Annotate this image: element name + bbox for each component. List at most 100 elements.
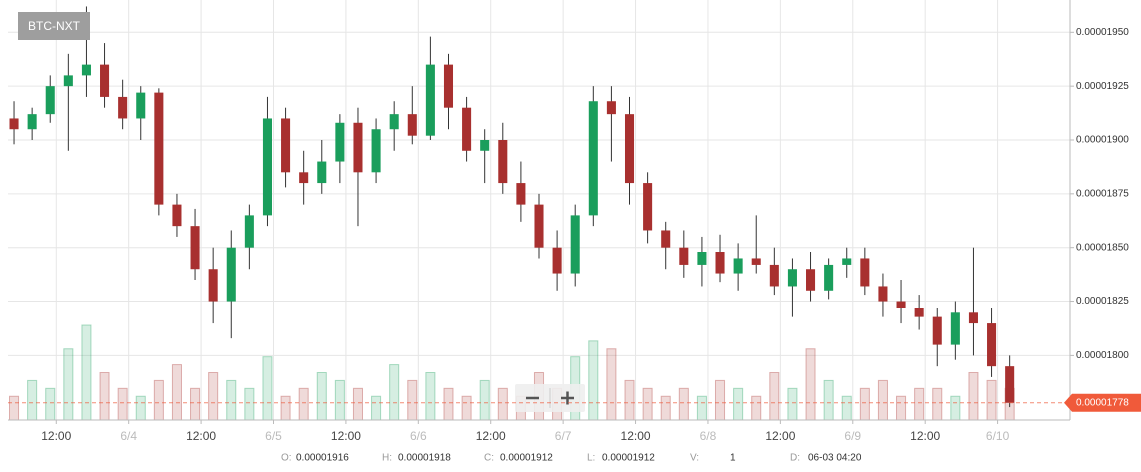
info-value: 0.00001912 [500, 453, 553, 464]
volume-bar [262, 356, 273, 421]
volume-bar [153, 379, 164, 421]
candle-body [606, 101, 616, 115]
candle-body [552, 247, 562, 274]
candle-body [172, 204, 182, 227]
volume-bar [950, 395, 961, 421]
candle-body [932, 316, 942, 345]
last-price-label: 0.00001778 [1076, 397, 1129, 408]
candle-body [896, 301, 906, 308]
volume-bar [479, 379, 490, 421]
candle-body [643, 183, 653, 231]
volume-bar [443, 387, 454, 421]
volume-bar [642, 387, 653, 421]
volume-bar [316, 372, 327, 421]
candle-body [498, 140, 508, 184]
candle-body [914, 308, 924, 317]
candle-body [27, 114, 37, 130]
x-tick-label: 6/10 [986, 429, 1010, 443]
volume-bar [986, 379, 997, 421]
volume-bar [171, 364, 182, 421]
volume-bar [190, 387, 201, 421]
candle-body [878, 286, 888, 302]
volume-bar [63, 348, 74, 421]
volume-bar [823, 379, 834, 421]
y-tick-label: 0.00001950 [1076, 27, 1129, 38]
candle-body [733, 258, 743, 274]
volume-bar [117, 387, 128, 421]
volume-bar [407, 379, 418, 421]
volume-bar [425, 372, 436, 421]
candle-body [136, 92, 146, 119]
volume-bar [371, 395, 382, 421]
volume-bar [896, 395, 907, 421]
volume-bar [914, 387, 925, 421]
candle-body [661, 230, 671, 248]
volume-bar [932, 387, 943, 421]
volume-bar [45, 387, 56, 421]
candle-body [570, 215, 580, 274]
candle-body [118, 96, 128, 119]
info-value: 06-03 04:20 [808, 453, 862, 464]
info-label: H: [382, 453, 392, 464]
candle-body [968, 312, 978, 324]
volume-bar [99, 372, 110, 421]
x-tick-label: 6/4 [120, 429, 137, 443]
candle-body [353, 122, 363, 173]
info-value: 0.00001916 [296, 453, 349, 464]
candle-body [262, 118, 272, 216]
volume-bar [733, 387, 744, 421]
volume-bar [588, 340, 599, 421]
volume-bar [714, 379, 726, 421]
x-tick-label: 12:00 [910, 429, 940, 443]
candle-body [154, 92, 164, 205]
candle-body [208, 269, 218, 302]
volume-bar [841, 395, 852, 421]
volume-bar [208, 372, 219, 421]
x-tick-label: 12:00 [186, 429, 216, 443]
volume-bar [461, 395, 472, 421]
volume-bar [280, 395, 291, 421]
volume-bar [244, 387, 255, 421]
y-tick-label: 0.00001875 [1076, 188, 1129, 199]
last-price-tag [1064, 393, 1141, 412]
candle-body [624, 114, 635, 184]
x-tick-label: 12:00 [621, 429, 651, 443]
volume-bar [787, 387, 798, 421]
candle-body [407, 114, 417, 136]
volume-bar [678, 387, 689, 421]
info-label: L: [587, 453, 595, 464]
candle-body [806, 269, 816, 291]
candle-body [63, 75, 73, 87]
candle-body [317, 161, 327, 184]
candle-body [9, 118, 19, 130]
volume-bar [352, 387, 364, 421]
symbol-title: BTC-NXT [28, 19, 81, 33]
candle-body [751, 258, 761, 265]
ohlc-info: O: 0.00001916 H: 0.00001918 C: 0.00001912 L: 0.… [281, 453, 862, 464]
candle-body [787, 269, 797, 287]
candle-body [299, 172, 309, 184]
candle-body [335, 122, 345, 162]
volume-bar [696, 395, 707, 421]
volume-bar [135, 395, 146, 421]
volume-bar [27, 379, 38, 421]
candle-body [45, 86, 55, 115]
candle-body [715, 252, 725, 274]
volume-bar [877, 379, 888, 421]
symbol-badge [18, 12, 90, 40]
candle-body [371, 129, 381, 173]
candle-body [987, 323, 997, 367]
candle-body [226, 247, 236, 302]
volume-bar [81, 324, 92, 421]
volume-bar [968, 372, 979, 421]
info-value: 0.00001918 [398, 453, 451, 464]
volume-bar [389, 364, 400, 421]
candle-body [425, 64, 435, 136]
y-tick-label: 0.00001825 [1076, 296, 1129, 307]
x-tick-label: 6/5 [265, 429, 282, 443]
volume-bar [660, 395, 671, 421]
info-label: O: [281, 453, 292, 464]
volume-bar [9, 395, 20, 421]
x-tick-label: 6/6 [410, 429, 427, 443]
